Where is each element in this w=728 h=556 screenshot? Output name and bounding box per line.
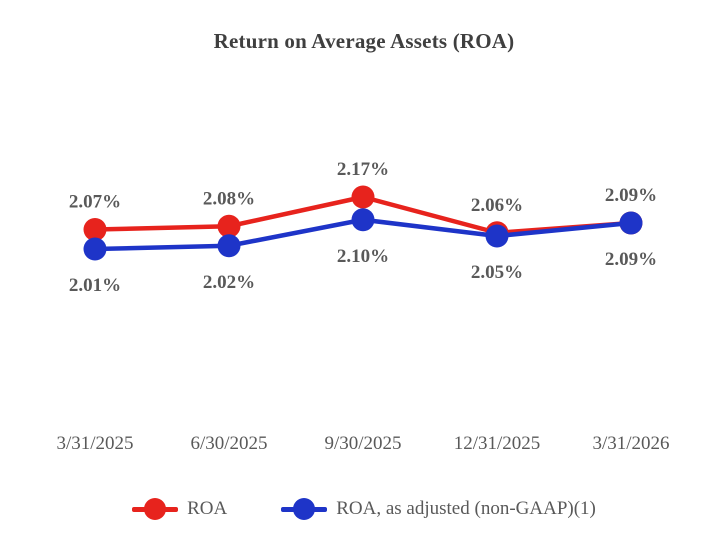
data-point-label: 2.08% — [203, 188, 255, 209]
roa-adjusted-legend-dot — [293, 498, 316, 520]
data-point-marker — [351, 208, 375, 232]
roa-series-marker-icon — [132, 498, 179, 520]
data-point-marker — [351, 185, 375, 209]
data-point-marker — [217, 214, 241, 238]
legend-label-roa-adjusted: ROA, as adjusted (non-GAAP)(1) — [336, 498, 596, 519]
legend-item-roa: ROA — [132, 498, 227, 520]
chart-legend: ROA ROA, as adjusted (non-GAAP)(1) — [0, 495, 728, 523]
data-point-marker — [83, 218, 107, 241]
legend-item-roa-adjusted: ROA, as adjusted (non-GAAP)(1) — [281, 498, 596, 520]
data-point-label: 2.09% — [605, 249, 657, 270]
data-point-marker — [619, 211, 643, 235]
x-axis-label: 12/31/2025 — [454, 433, 541, 454]
data-point-label: 2.10% — [337, 246, 389, 267]
x-axis-label: 9/30/2025 — [324, 433, 401, 454]
data-point-label: 2.09% — [605, 185, 657, 206]
data-point-marker — [485, 224, 509, 248]
line-chart-plot: 3/31/2025 6/30/2025 9/30/2025 12/31/2025 3/3… — [56, 159, 669, 454]
data-point-label: 2.07% — [69, 192, 121, 213]
data-point-label: 2.17% — [337, 159, 389, 180]
x-axis-label: 3/31/2026 — [592, 433, 669, 454]
data-point-marker — [83, 237, 107, 261]
x-axis-label: 6/30/2025 — [190, 433, 267, 454]
chart-title: Return on Average Assets (ROA) — [213, 29, 515, 53]
data-point-label: 2.05% — [471, 262, 523, 283]
roa-legend-dot — [144, 498, 167, 520]
data-point-label: 2.06% — [471, 195, 523, 216]
roa-adjusted-series-marker-icon — [281, 498, 328, 520]
data-point-label: 2.01% — [69, 275, 121, 296]
data-point-label: 2.02% — [203, 272, 255, 293]
legend-label-roa: ROA — [187, 498, 228, 519]
x-axis-label: 3/31/2025 — [56, 433, 133, 454]
data-point-marker — [217, 234, 241, 258]
